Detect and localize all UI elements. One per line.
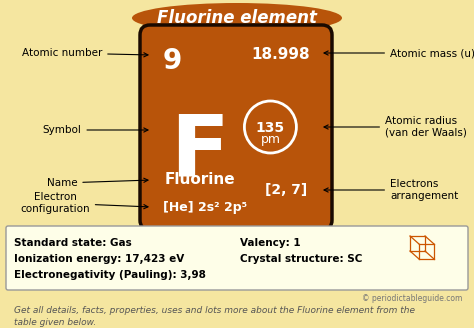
Text: Get all details, facts, properties, uses and lots more about the Fluorine elemen: Get all details, facts, properties, uses…: [14, 306, 415, 315]
Ellipse shape: [132, 3, 342, 33]
Text: 18.998: 18.998: [251, 47, 310, 62]
Text: Atomic number: Atomic number: [22, 48, 148, 58]
Text: Electron
configuration: Electron configuration: [20, 192, 148, 214]
Text: Ionization energy: 17,423 eV: Ionization energy: 17,423 eV: [14, 254, 184, 264]
Text: Atomic mass (u): Atomic mass (u): [324, 48, 474, 58]
Text: Standard state: Gas: Standard state: Gas: [14, 238, 132, 248]
Text: 135: 135: [256, 121, 285, 135]
Text: [2, 7]: [2, 7]: [265, 183, 307, 197]
Text: Atomic radius
(van der Waals): Atomic radius (van der Waals): [324, 116, 467, 138]
Text: Symbol: Symbol: [43, 125, 148, 135]
Text: F: F: [170, 110, 229, 193]
Text: pm: pm: [260, 133, 281, 146]
Text: [He] 2s² 2p⁵: [He] 2s² 2p⁵: [163, 200, 247, 214]
Text: Valency: 1: Valency: 1: [240, 238, 301, 248]
Text: Crystal structure: SC: Crystal structure: SC: [240, 254, 363, 264]
Text: © periodictableguide.com: © periodictableguide.com: [362, 294, 462, 303]
Text: Electrons
arrangement: Electrons arrangement: [324, 179, 458, 201]
Text: 9: 9: [163, 47, 182, 75]
Text: Fluorine: Fluorine: [165, 173, 236, 188]
FancyBboxPatch shape: [6, 226, 468, 290]
Text: Fluorine element: Fluorine element: [157, 9, 317, 27]
Text: Name: Name: [46, 178, 148, 188]
Text: Electronegativity (Pauling): 3,98: Electronegativity (Pauling): 3,98: [14, 270, 206, 280]
Text: table given below.: table given below.: [14, 318, 96, 327]
FancyBboxPatch shape: [140, 25, 332, 230]
